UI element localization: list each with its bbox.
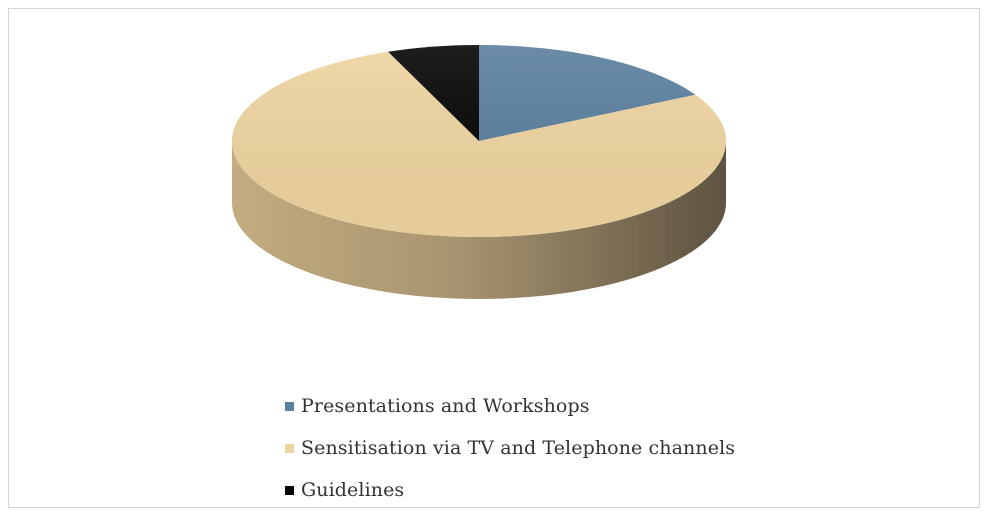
pie-top-layer xyxy=(232,45,727,238)
legend: Presentations and Workshops Sensitisatio… xyxy=(285,393,735,519)
legend-item-sensitisation: Sensitisation via TV and Telephone chann… xyxy=(285,435,735,461)
legend-item-guidelines: Guidelines xyxy=(285,477,735,503)
legend-item-presentations: Presentations and Workshops xyxy=(285,393,735,419)
legend-swatch-presentations xyxy=(285,401,294,411)
pie-chart xyxy=(232,45,727,299)
legend-swatch-sensitisation xyxy=(285,443,294,453)
chart-frame: Presentations and Workshops Sensitisatio… xyxy=(8,8,980,508)
pie-top-highlight xyxy=(232,45,726,237)
legend-swatch-guidelines xyxy=(285,485,294,495)
legend-label-sensitisation: Sensitisation via TV and Telephone chann… xyxy=(301,437,736,459)
legend-label-guidelines: Guidelines xyxy=(301,479,405,501)
pie-side-wall xyxy=(232,141,726,299)
pie-side-layer xyxy=(232,141,726,299)
legend-label-presentations: Presentations and Workshops xyxy=(301,395,590,417)
